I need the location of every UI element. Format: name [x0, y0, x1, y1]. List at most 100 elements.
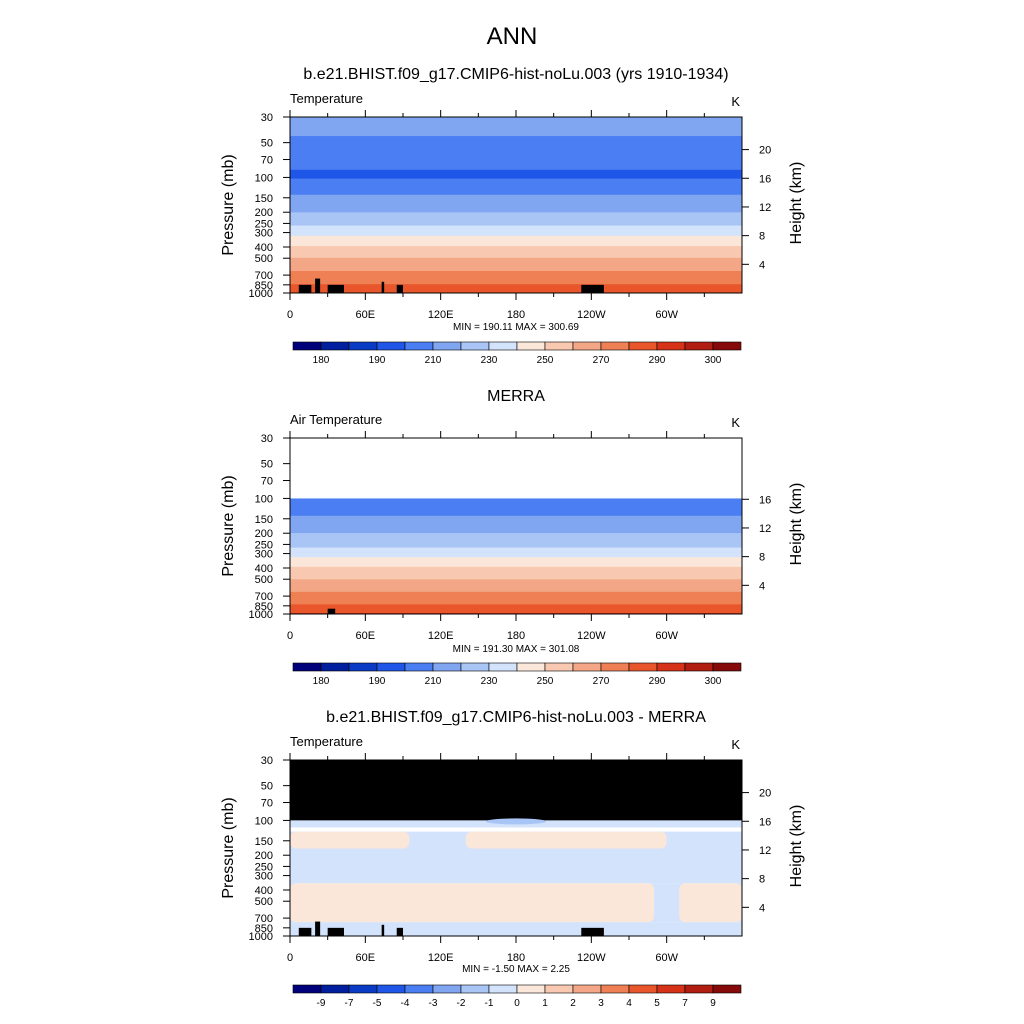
contour-band — [290, 224, 742, 227]
contour-band — [290, 584, 742, 586]
contour-band — [290, 137, 742, 140]
y-tick-label: 300 — [255, 871, 273, 883]
contour-band — [290, 188, 742, 191]
y-axis-title: Pressure (mb) — [220, 797, 237, 898]
topography-mask — [298, 927, 312, 936]
contour-band — [290, 601, 742, 604]
contour-band — [290, 548, 742, 551]
contour-band — [290, 590, 742, 593]
y-tick-label: 500 — [255, 574, 273, 586]
colorbar-label: -2 — [457, 998, 466, 1009]
y-tick-label: 100 — [255, 815, 273, 827]
y-tick-label: 70 — [261, 476, 273, 488]
contour-band — [290, 183, 742, 186]
plot-area — [290, 117, 742, 293]
contour-band — [290, 288, 742, 291]
y-tick-label: 50 — [261, 459, 273, 471]
contour-band — [290, 567, 742, 570]
min-max-stats: MIN = -1.50 MAX = 2.25 — [462, 964, 570, 975]
y-axis-title-right: Height (km) — [788, 483, 805, 566]
contour-band — [290, 172, 742, 175]
contour-band — [290, 535, 742, 538]
contour-band — [290, 531, 742, 533]
x-tick-label: 180 — [507, 630, 525, 642]
colorbar-label: -3 — [429, 998, 438, 1009]
contour-band — [290, 611, 742, 613]
y-tick-label: 200 — [255, 850, 273, 862]
y-tick-label: 100 — [255, 493, 273, 505]
contour-band — [290, 130, 742, 133]
contour-band — [290, 612, 742, 614]
contour-band — [290, 561, 742, 563]
contour-band — [290, 260, 742, 263]
colorbar-box — [404, 984, 434, 994]
contour-band — [290, 558, 742, 560]
contour-band — [290, 593, 742, 596]
colorbar-label: 210 — [425, 355, 442, 366]
plot-area — [290, 760, 742, 936]
contour-band — [290, 510, 742, 513]
contour-band — [290, 553, 742, 555]
height-tick-label: 4 — [759, 259, 765, 271]
contour-band — [290, 605, 742, 607]
colorbar-label: 230 — [481, 355, 498, 366]
contour-band — [290, 152, 742, 155]
height-tick-label: 8 — [759, 874, 765, 886]
x-tick-label: 120W — [577, 630, 606, 642]
colorbar-box — [404, 341, 434, 351]
contour-band — [290, 180, 742, 183]
contour-band — [290, 212, 742, 215]
contour-band — [290, 501, 742, 503]
colorbar-box — [516, 984, 546, 994]
contour-band — [290, 221, 742, 224]
colorbar-box — [712, 662, 742, 672]
contour-band — [290, 575, 742, 578]
contour-band — [290, 598, 742, 601]
contour-band — [290, 234, 742, 237]
contour-band — [290, 591, 742, 594]
y-tick-label: 1000 — [249, 288, 273, 300]
contour-band — [290, 573, 742, 576]
contour-band — [290, 555, 742, 557]
colorbar-label: 9 — [710, 998, 716, 1009]
y-tick-label: 250 — [255, 539, 273, 551]
colorbar-box — [488, 341, 518, 351]
colorbar-label: 5 — [654, 998, 660, 1009]
height-tick-label: 12 — [759, 523, 771, 535]
colorbar-label: 180 — [313, 676, 330, 687]
y-tick-label: 150 — [255, 193, 273, 205]
contour-band — [290, 540, 742, 543]
contour-band — [290, 161, 742, 164]
y-tick-label: 700 — [255, 913, 273, 925]
height-tick-label: 16 — [759, 816, 771, 828]
panel-model-temperature: b.e21.BHIST.f09_g17.CMIP6-hist-noLu.003 … — [220, 66, 805, 366]
colorbar-box — [348, 662, 378, 672]
contour-band — [290, 237, 742, 240]
colorbar-box — [572, 984, 602, 994]
contour-band — [290, 119, 742, 122]
contour-band — [290, 256, 742, 259]
colorbar-box — [516, 662, 546, 672]
contour-band — [290, 253, 742, 256]
colorbar-box — [432, 341, 462, 351]
contour-band — [290, 269, 742, 272]
y-tick-label: 200 — [255, 207, 273, 219]
y-tick-label: 850 — [255, 280, 273, 292]
colorbar-label: -4 — [401, 998, 410, 1009]
contour-band — [290, 207, 742, 210]
contour-band — [290, 500, 742, 502]
contour-band — [290, 515, 742, 518]
colorbar-box — [712, 984, 742, 994]
contour-band — [290, 529, 742, 531]
contour-band — [290, 550, 742, 552]
height-tick-label: 8 — [759, 552, 765, 564]
colorbar-box — [320, 662, 350, 672]
contour-band — [290, 602, 742, 605]
contour-band — [290, 271, 742, 274]
contour-band — [290, 608, 742, 610]
contour-band — [290, 523, 742, 526]
contour-band — [290, 562, 742, 565]
y-tick-label: 500 — [255, 896, 273, 908]
contour-band — [290, 144, 742, 147]
y-tick-label: 250 — [255, 218, 273, 230]
